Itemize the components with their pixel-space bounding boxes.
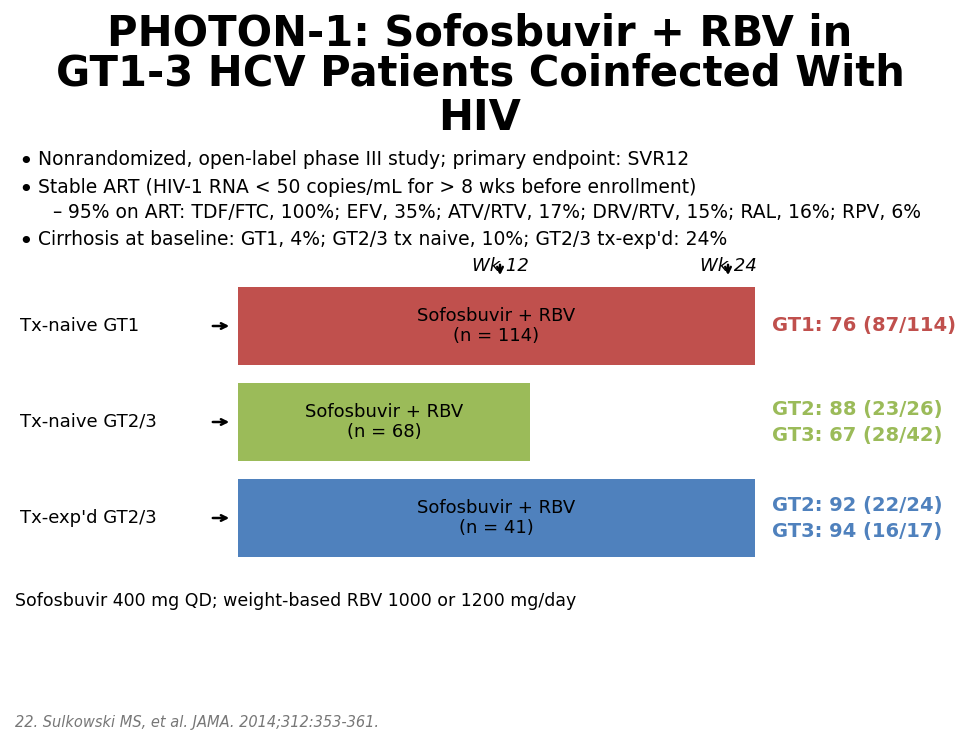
Text: PHOTON-1: Sofosbuvir + RBV in: PHOTON-1: Sofosbuvir + RBV in xyxy=(108,12,852,54)
Text: (n = 68): (n = 68) xyxy=(347,423,421,441)
Text: GT1-3 HCV Patients Coinfected With: GT1-3 HCV Patients Coinfected With xyxy=(56,52,904,94)
Text: HIV: HIV xyxy=(439,97,521,139)
Text: •: • xyxy=(18,150,33,174)
Text: Stable ART (HIV-1 RNA < 50 copies/mL for > 8 wks before enrollment): Stable ART (HIV-1 RNA < 50 copies/mL for… xyxy=(38,178,696,197)
Bar xyxy=(238,287,755,365)
Text: •: • xyxy=(18,178,33,202)
Text: •: • xyxy=(18,230,33,254)
Text: Tx-exp'd GT2/3: Tx-exp'd GT2/3 xyxy=(20,509,156,527)
Text: 95% on ART: TDF/FTC, 100%; EFV, 35%; ATV/RTV, 17%; DRV/RTV, 15%; RAL, 16%; RPV, : 95% on ART: TDF/FTC, 100%; EFV, 35%; ATV… xyxy=(68,203,921,222)
Bar xyxy=(238,383,530,461)
Text: Sofosbuvir 400 mg QD; weight-based RBV 1000 or 1200 mg/day: Sofosbuvir 400 mg QD; weight-based RBV 1… xyxy=(15,592,576,610)
Text: Nonrandomized, open-label phase III study; primary endpoint: SVR12: Nonrandomized, open-label phase III stud… xyxy=(38,150,689,169)
Text: Sofosbuvir + RBV: Sofosbuvir + RBV xyxy=(418,499,576,517)
Text: (n = 114): (n = 114) xyxy=(453,327,540,345)
Text: Wk 12: Wk 12 xyxy=(471,257,528,275)
Text: GT1: 76 (87/114): GT1: 76 (87/114) xyxy=(772,317,956,335)
Text: Wk 24: Wk 24 xyxy=(700,257,756,275)
Text: Sofosbuvir + RBV: Sofosbuvir + RBV xyxy=(418,307,576,325)
Text: GT3: 94 (16/17): GT3: 94 (16/17) xyxy=(772,522,943,542)
Text: 22. Sulkowski MS, et al. JAMA. 2014;312:353-361.: 22. Sulkowski MS, et al. JAMA. 2014;312:… xyxy=(15,715,379,730)
Text: Cirrhosis at baseline: GT1, 4%; GT2/3 tx naive, 10%; GT2/3 tx-exp'd: 24%: Cirrhosis at baseline: GT1, 4%; GT2/3 tx… xyxy=(38,230,728,249)
Text: GT2: 88 (23/26): GT2: 88 (23/26) xyxy=(772,400,943,420)
Text: GT2: 92 (22/24): GT2: 92 (22/24) xyxy=(772,497,943,516)
Bar xyxy=(238,479,755,557)
Text: (n = 41): (n = 41) xyxy=(459,519,534,537)
Text: GT3: 67 (28/42): GT3: 67 (28/42) xyxy=(772,426,943,445)
Text: Sofosbuvir + RBV: Sofosbuvir + RBV xyxy=(305,403,463,421)
Text: Tx-naive GT1: Tx-naive GT1 xyxy=(20,317,139,335)
Text: Tx-naive GT2/3: Tx-naive GT2/3 xyxy=(20,413,156,431)
Text: –: – xyxy=(52,203,61,222)
